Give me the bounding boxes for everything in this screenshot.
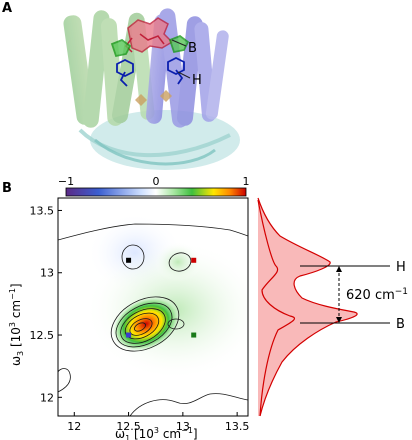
y-tick-label: 12.5 bbox=[30, 329, 55, 342]
colorbar-ticks: −1 0 1 bbox=[58, 175, 250, 188]
y-tick-label: 12 bbox=[40, 391, 54, 404]
peak-marker bbox=[191, 332, 197, 338]
protein-label-h: H bbox=[192, 73, 202, 88]
peak-label-h: H bbox=[396, 260, 406, 275]
protein-label-b: B bbox=[188, 41, 197, 56]
colorbar-tick-label: 0 bbox=[153, 175, 160, 188]
y-tick-label: 13 bbox=[40, 267, 54, 280]
peak-marker bbox=[126, 332, 132, 338]
x-tick-label: 12 bbox=[67, 420, 81, 433]
x-axis-label: ω1 [103 cm−1] bbox=[115, 426, 198, 440]
y-axis-label: ω3 [103 cm−1] bbox=[8, 283, 25, 366]
x-tick-label: 13 bbox=[176, 420, 190, 433]
splitting-label: 620 cm−1 bbox=[346, 287, 408, 303]
peak-markers bbox=[126, 257, 197, 338]
x-tick-label: 12.5 bbox=[116, 420, 141, 433]
absorption-fill bbox=[258, 198, 358, 416]
colorbar bbox=[65, 187, 247, 197]
x-axis-ticks: 12 12.5 13 13.5 bbox=[67, 412, 249, 433]
peak-label-b: B bbox=[396, 317, 405, 332]
x-tick-label: 13.5 bbox=[225, 420, 250, 433]
panel-b-letter: B bbox=[2, 181, 12, 196]
peak-marker bbox=[191, 257, 197, 263]
protein-structure-image bbox=[63, 8, 240, 170]
peak-marker bbox=[126, 257, 132, 263]
panel-a-letter: A bbox=[2, 1, 13, 16]
absorption-line-inner bbox=[257, 199, 295, 417]
absorption-spectrum bbox=[257, 197, 390, 417]
colorbar-tick-label: −1 bbox=[58, 175, 74, 188]
absorption-line bbox=[257, 197, 358, 417]
colorbar-tick-label: 1 bbox=[243, 175, 250, 188]
2d-spectrum bbox=[57, 197, 249, 417]
y-axis-ticks: 12 12.5 13 13.5 bbox=[30, 204, 62, 404]
y-tick-label: 13.5 bbox=[30, 204, 55, 217]
